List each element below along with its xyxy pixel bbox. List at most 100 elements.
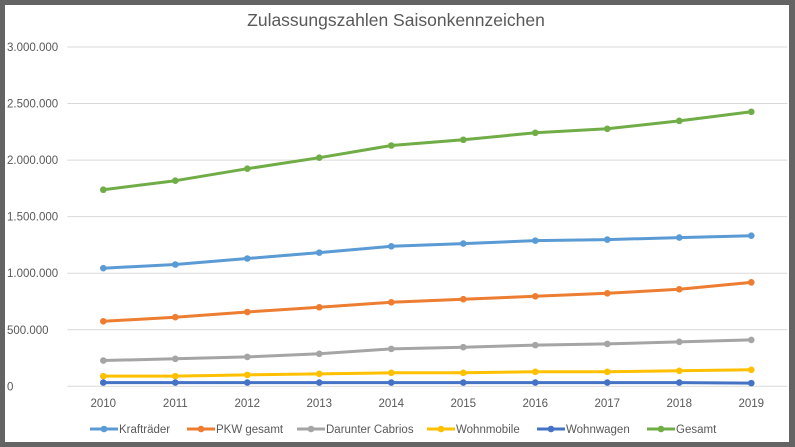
data-point — [388, 369, 395, 377]
data-point — [244, 371, 251, 379]
data-point — [388, 345, 395, 353]
legend-point-marker — [197, 425, 205, 433]
data-point — [388, 242, 395, 250]
x-tick-label: 2016 — [523, 398, 549, 410]
data-point — [100, 379, 107, 386]
legend-item: PKW gesamt — [187, 424, 284, 436]
legend-item: Krafträder — [90, 424, 170, 436]
data-point — [748, 232, 755, 239]
legend-label: Wohnwagen — [566, 424, 630, 436]
data-point — [244, 255, 251, 262]
y-tick-label: 500.000 — [7, 325, 49, 337]
data-point — [172, 177, 179, 184]
y-tick-label: 3.000.000 — [7, 42, 58, 54]
chart-title: Zulassungszahlen Saisonkennzeichen — [247, 10, 545, 30]
x-tick-label: 2015 — [451, 398, 477, 410]
data-point — [172, 379, 179, 386]
data-point — [172, 355, 179, 363]
data-point — [316, 154, 323, 162]
legend-label: Krafträder — [119, 424, 170, 436]
data-point — [460, 240, 467, 247]
data-point — [532, 379, 539, 386]
x-axis: 2010 2011 2012 2013 2014 2015 2016 2017 2018 2019 — [67, 385, 788, 410]
data-point — [748, 108, 755, 116]
x-tick-label: 2018 — [667, 398, 693, 410]
legend-label: PKW gesamt — [216, 424, 284, 436]
data-point — [748, 336, 755, 344]
series-line — [101, 381, 753, 385]
series-pkw-gesamt — [100, 279, 755, 325]
series-line — [101, 368, 753, 378]
data-point — [460, 379, 467, 386]
y-tick-label: 2.500.000 — [7, 99, 58, 111]
legend-item: Gesamt — [647, 424, 717, 436]
x-tick-label: 2013 — [307, 398, 333, 410]
gridlines — [67, 46, 788, 331]
data-point — [676, 379, 683, 386]
legend: Krafträder PKW gesamt Darunter Cabrios Wohn… — [90, 424, 717, 436]
data-point — [100, 357, 107, 364]
data-point — [604, 340, 611, 348]
chart-panel: Zulassungszahlen Saisonkennzeichen 0 500.… — [5, 5, 789, 442]
legend-label: Darunter Cabrios — [326, 424, 414, 436]
y-axis: 0 500.000 1.000.000 1.500.000 2.000.000 2.500… — [7, 42, 58, 393]
data-point — [316, 370, 323, 378]
y-tick-label: 2.000.000 — [7, 155, 58, 167]
data-point — [244, 353, 251, 361]
legend-label: Gesamt — [676, 424, 717, 436]
data-point — [460, 369, 467, 377]
data-point — [460, 295, 467, 303]
legend-point-marker — [657, 425, 665, 433]
x-tick-label: 2019 — [739, 398, 765, 410]
data-point — [604, 125, 611, 133]
y-tick-label: 0 — [7, 381, 13, 393]
x-tick-label: 2017 — [595, 398, 621, 410]
data-point — [676, 367, 683, 375]
data-point — [100, 186, 107, 194]
data-point — [316, 379, 323, 386]
data-point — [532, 237, 539, 244]
data-point — [748, 379, 755, 387]
data-point — [676, 285, 683, 293]
series-wohnwagen — [100, 379, 755, 387]
y-tick-label: 1.500.000 — [7, 212, 58, 224]
series-group — [100, 108, 755, 387]
data-point — [460, 136, 467, 144]
legend-item: Darunter Cabrios — [297, 424, 414, 436]
series-darunter-cabrios — [100, 336, 755, 364]
data-point — [532, 368, 539, 376]
series-gesamt — [100, 108, 755, 194]
data-point — [748, 366, 755, 374]
data-point — [100, 264, 107, 272]
data-point — [244, 379, 251, 386]
data-point — [388, 298, 395, 306]
data-point — [604, 379, 611, 386]
series-line — [101, 338, 753, 362]
data-point — [388, 379, 395, 386]
data-point — [172, 372, 179, 380]
legend-point-marker — [437, 425, 445, 433]
data-point — [532, 129, 539, 137]
series-line — [101, 234, 753, 270]
series-line — [101, 110, 753, 192]
data-point — [676, 338, 683, 346]
series-kraftr-der — [100, 232, 755, 272]
x-tick-label: 2012 — [235, 398, 261, 410]
data-point — [676, 117, 683, 125]
legend-label: Wohnmobile — [456, 424, 520, 436]
data-point — [100, 372, 107, 380]
data-point — [460, 343, 467, 351]
data-point — [172, 313, 179, 321]
data-point — [244, 308, 251, 316]
data-point — [316, 350, 323, 358]
data-point — [244, 165, 251, 172]
data-point — [604, 290, 611, 297]
series-wohnmobile — [100, 366, 755, 380]
data-point — [388, 142, 395, 149]
data-point — [532, 292, 539, 300]
data-point — [676, 234, 683, 241]
y-tick-label: 1.000.000 — [7, 268, 58, 280]
data-point — [532, 341, 539, 349]
legend-item: Wohnmobile — [427, 424, 520, 436]
legend-point-marker — [307, 425, 315, 433]
